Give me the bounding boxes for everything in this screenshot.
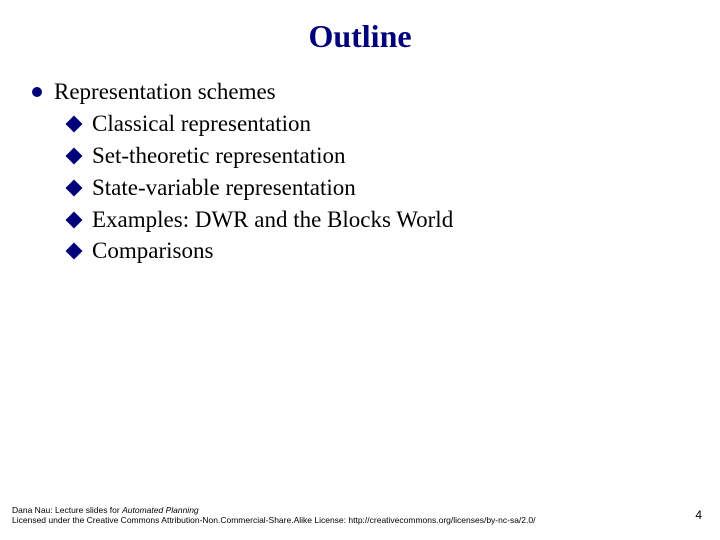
bullet-diamond-icon — [66, 211, 83, 228]
item-text: Classical representation — [92, 109, 311, 139]
item-text: Examples: DWR and the Blocks World — [92, 205, 453, 235]
bullet-diamond-icon — [66, 243, 83, 260]
bullet-diamond-icon — [66, 147, 83, 164]
footer-author: Dana Nau: Lecture slides for — [12, 505, 122, 515]
item-text: Comparisons — [92, 236, 213, 266]
item-text: Set-theoretic representation — [92, 141, 346, 171]
list-item: Set-theoretic representation — [32, 141, 700, 171]
list-item: Classical representation — [32, 109, 700, 139]
list-item: Comparisons — [32, 236, 700, 266]
slide: Outline Representation schemes Classical… — [0, 0, 720, 540]
footer-title-italic: Automated Planning — [122, 505, 199, 515]
item-text: Representation schemes — [54, 77, 276, 107]
page-number: 4 — [695, 508, 702, 522]
footer: Dana Nau: Lecture slides for Automated P… — [12, 505, 696, 526]
bullet-diamond-icon — [66, 115, 83, 132]
footer-line-2: Licensed under the Creative Commons Attr… — [12, 515, 696, 526]
bullet-dot-icon — [32, 87, 42, 97]
list-item: Representation schemes — [32, 77, 700, 107]
list-item: State-variable representation — [32, 173, 700, 203]
footer-line-1: Dana Nau: Lecture slides for Automated P… — [12, 505, 696, 516]
slide-content: Representation schemes Classical represe… — [20, 77, 700, 266]
item-text: State-variable representation — [92, 173, 356, 203]
bullet-diamond-icon — [66, 179, 83, 196]
list-item: Examples: DWR and the Blocks World — [32, 205, 700, 235]
slide-title: Outline — [20, 18, 700, 55]
